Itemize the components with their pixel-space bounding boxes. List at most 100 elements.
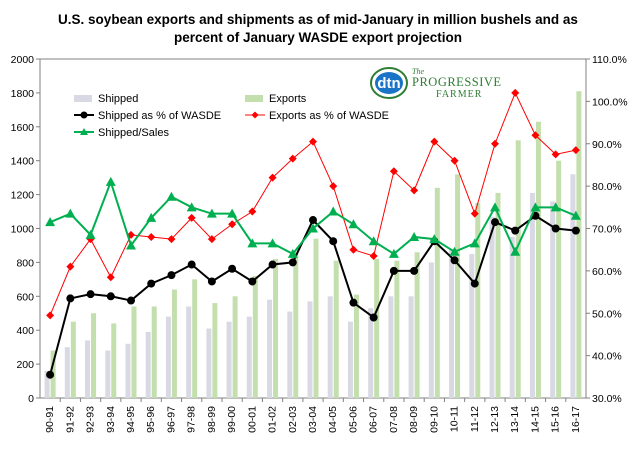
point-exports-as-of-wasde (450, 156, 459, 165)
point-shipped-as-of-wasde (551, 224, 560, 233)
bar-shipped (64, 347, 70, 398)
y-left-tick-label: 1400 (11, 156, 35, 168)
bar-exports (171, 289, 177, 398)
point-exports-as-of-wasde (66, 262, 75, 271)
bar-shipped (165, 316, 171, 398)
x-tick-label: 11-12 (469, 406, 481, 432)
y-left-tick-label: 2000 (11, 54, 35, 66)
point-exports-as-of-wasde (309, 137, 317, 146)
x-tick-label: 91-92 (64, 406, 76, 433)
point-shipped-sales (308, 223, 318, 233)
y-right-tick-label: 70.0% (592, 224, 622, 236)
logo-dtn-text: dtn (377, 75, 400, 92)
point-exports-as-of-wasde (531, 131, 540, 140)
point-shipped-as-of-wasde (288, 258, 297, 267)
bar-exports (212, 303, 218, 398)
y-left-tick-label: 1200 (11, 190, 35, 202)
legend-label-shipped-sales: Shipped/Sales (98, 127, 169, 139)
bar-exports (515, 140, 521, 399)
point-shipped-sales (166, 191, 177, 201)
y-right-tick-label: 40.0% (592, 351, 622, 363)
x-tick-label: 14-15 (529, 406, 541, 433)
y-right-tick-label: 110.0% (592, 54, 627, 66)
point-shipped-as-of-wasde (369, 313, 378, 322)
point-shipped-sales (85, 229, 96, 239)
chart-title-line-1: U.S. soybean exports and shipments as of… (58, 12, 578, 27)
point-shipped-as-of-wasde (470, 279, 479, 288)
legend-label-shipped: Shipped (98, 93, 138, 105)
bar-exports (495, 192, 501, 398)
y-right-tick-label: 50.0% (592, 308, 622, 320)
point-shipped-sales (409, 231, 420, 241)
point-shipped-sales (388, 248, 399, 258)
dtn-progressive-farmer-logo: dtn The PROGRESSIVE FARMER (370, 67, 502, 100)
y-left-tick-label: 200 (16, 359, 34, 371)
legend-swatch-exports (245, 95, 263, 102)
axes: 0 200 400 600 800 1000 1200 1400 1600 1800 2000 30.… (11, 54, 628, 433)
logo-farmer-text: FARMER (436, 89, 482, 100)
bar-shipped (428, 262, 434, 398)
x-tick-label: 01-02 (267, 406, 279, 433)
point-shipped-as-of-wasde (106, 292, 115, 301)
point-shipped-as-of-wasde (389, 266, 398, 275)
bar-exports (111, 323, 117, 398)
point-shipped-sales (126, 240, 136, 250)
y-right-tick-label: 80.0% (592, 181, 622, 193)
bar-shipped (347, 321, 353, 398)
x-tick-label: 05-06 (347, 406, 359, 433)
bar-shipped (327, 296, 333, 398)
point-shipped-as-of-wasde (248, 277, 257, 286)
point-shipped-sales (227, 208, 238, 218)
point-shipped-as-of-wasde (309, 216, 317, 225)
bar-shipped (509, 236, 515, 398)
point-shipped-as-of-wasde (228, 264, 237, 273)
legend: Shipped Exports Shipped as % of WASDE Expor… (74, 93, 389, 139)
point-exports-as-of-wasde (329, 182, 338, 191)
y-right-tick-label: 60.0% (592, 266, 622, 278)
y-left-tick-label: 1000 (11, 224, 35, 236)
point-exports-as-of-wasde (511, 88, 520, 97)
point-exports-as-of-wasde (46, 311, 55, 320)
point-shipped-sales (328, 206, 339, 216)
x-tick-label: 96-97 (165, 406, 177, 433)
bar-exports (91, 313, 97, 398)
point-exports-as-of-wasde (410, 186, 419, 195)
chart-title-line-2: percent of January WASDE export projecti… (174, 30, 462, 45)
point-shipped-as-of-wasde (329, 237, 338, 246)
bar-shipped (287, 311, 293, 398)
x-tick-label: 13-14 (509, 406, 521, 433)
point-shipped-as-of-wasde (167, 271, 176, 280)
x-tick-label: 12-13 (489, 406, 501, 433)
bar-shipped (307, 301, 313, 398)
legend-label-exports-as-of-wasde: Exports as % of WASDE (269, 110, 389, 122)
point-shipped-sales (206, 208, 217, 218)
x-tick-label: 04-05 (327, 406, 339, 433)
x-tick-label: 09-10 (428, 406, 440, 433)
bar-exports (475, 203, 481, 398)
point-shipped-as-of-wasde (127, 296, 135, 305)
point-shipped-sales (45, 217, 56, 227)
x-tick-label: 92-93 (85, 406, 97, 433)
x-tick-label: 10-11 (449, 406, 461, 432)
point-shipped-as-of-wasde (147, 279, 156, 288)
bar-exports (252, 275, 258, 398)
point-exports-as-of-wasde (491, 139, 499, 148)
bar-exports (455, 174, 461, 398)
bars (44, 91, 582, 399)
point-exports-as-of-wasde (349, 245, 358, 254)
bar-shipped (449, 248, 455, 398)
point-shipped-as-of-wasde (268, 260, 277, 269)
point-shipped-as-of-wasde (491, 218, 499, 227)
bar-shipped (267, 299, 273, 398)
point-shipped-sales (530, 202, 541, 212)
logo-progressive-text: PROGRESSIVE (412, 75, 502, 89)
bar-exports (576, 91, 582, 398)
point-exports-as-of-wasde (228, 220, 237, 229)
x-tick-label: 93-94 (105, 406, 117, 433)
y-right-tick-label: 30.0% (592, 393, 622, 405)
bar-exports (313, 238, 319, 398)
bar-exports (353, 294, 359, 398)
logo-badge (375, 72, 403, 94)
y-left-tick-label: 600 (16, 291, 34, 303)
point-shipped-sales (146, 212, 157, 222)
